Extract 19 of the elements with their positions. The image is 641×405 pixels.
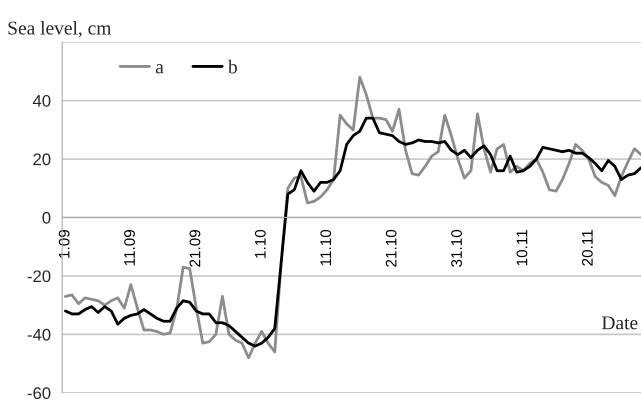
x-tick-label: 31.10 [451,230,462,267]
x-tick-label: 1.10 [254,230,266,258]
y-tick-label: 20 [33,153,50,166]
x-tick-label: 1.09 [58,230,70,258]
y-tick-label: 0 [42,212,50,224]
y-tick-label: -60 [28,387,50,400]
y-tick-label: -40 [28,328,50,341]
x-tick-label: 21.10 [386,230,397,267]
legend-label: b [228,60,237,74]
x-tick-label: 21.09 [190,230,200,267]
x-tick-label: 10.11 [516,230,528,266]
y-tick-label: -20 [28,270,50,282]
y-axis-title: Sea level, cm [8,20,112,38]
x-tick-label: 11.10 [320,230,332,266]
x-tick-label: 11.09 [124,230,135,266]
y-tick-label: 40 [32,94,50,107]
x-axis-title: Date [602,316,638,330]
x-tick-label: 20.11 [582,230,593,266]
legend-label: a [156,64,164,74]
